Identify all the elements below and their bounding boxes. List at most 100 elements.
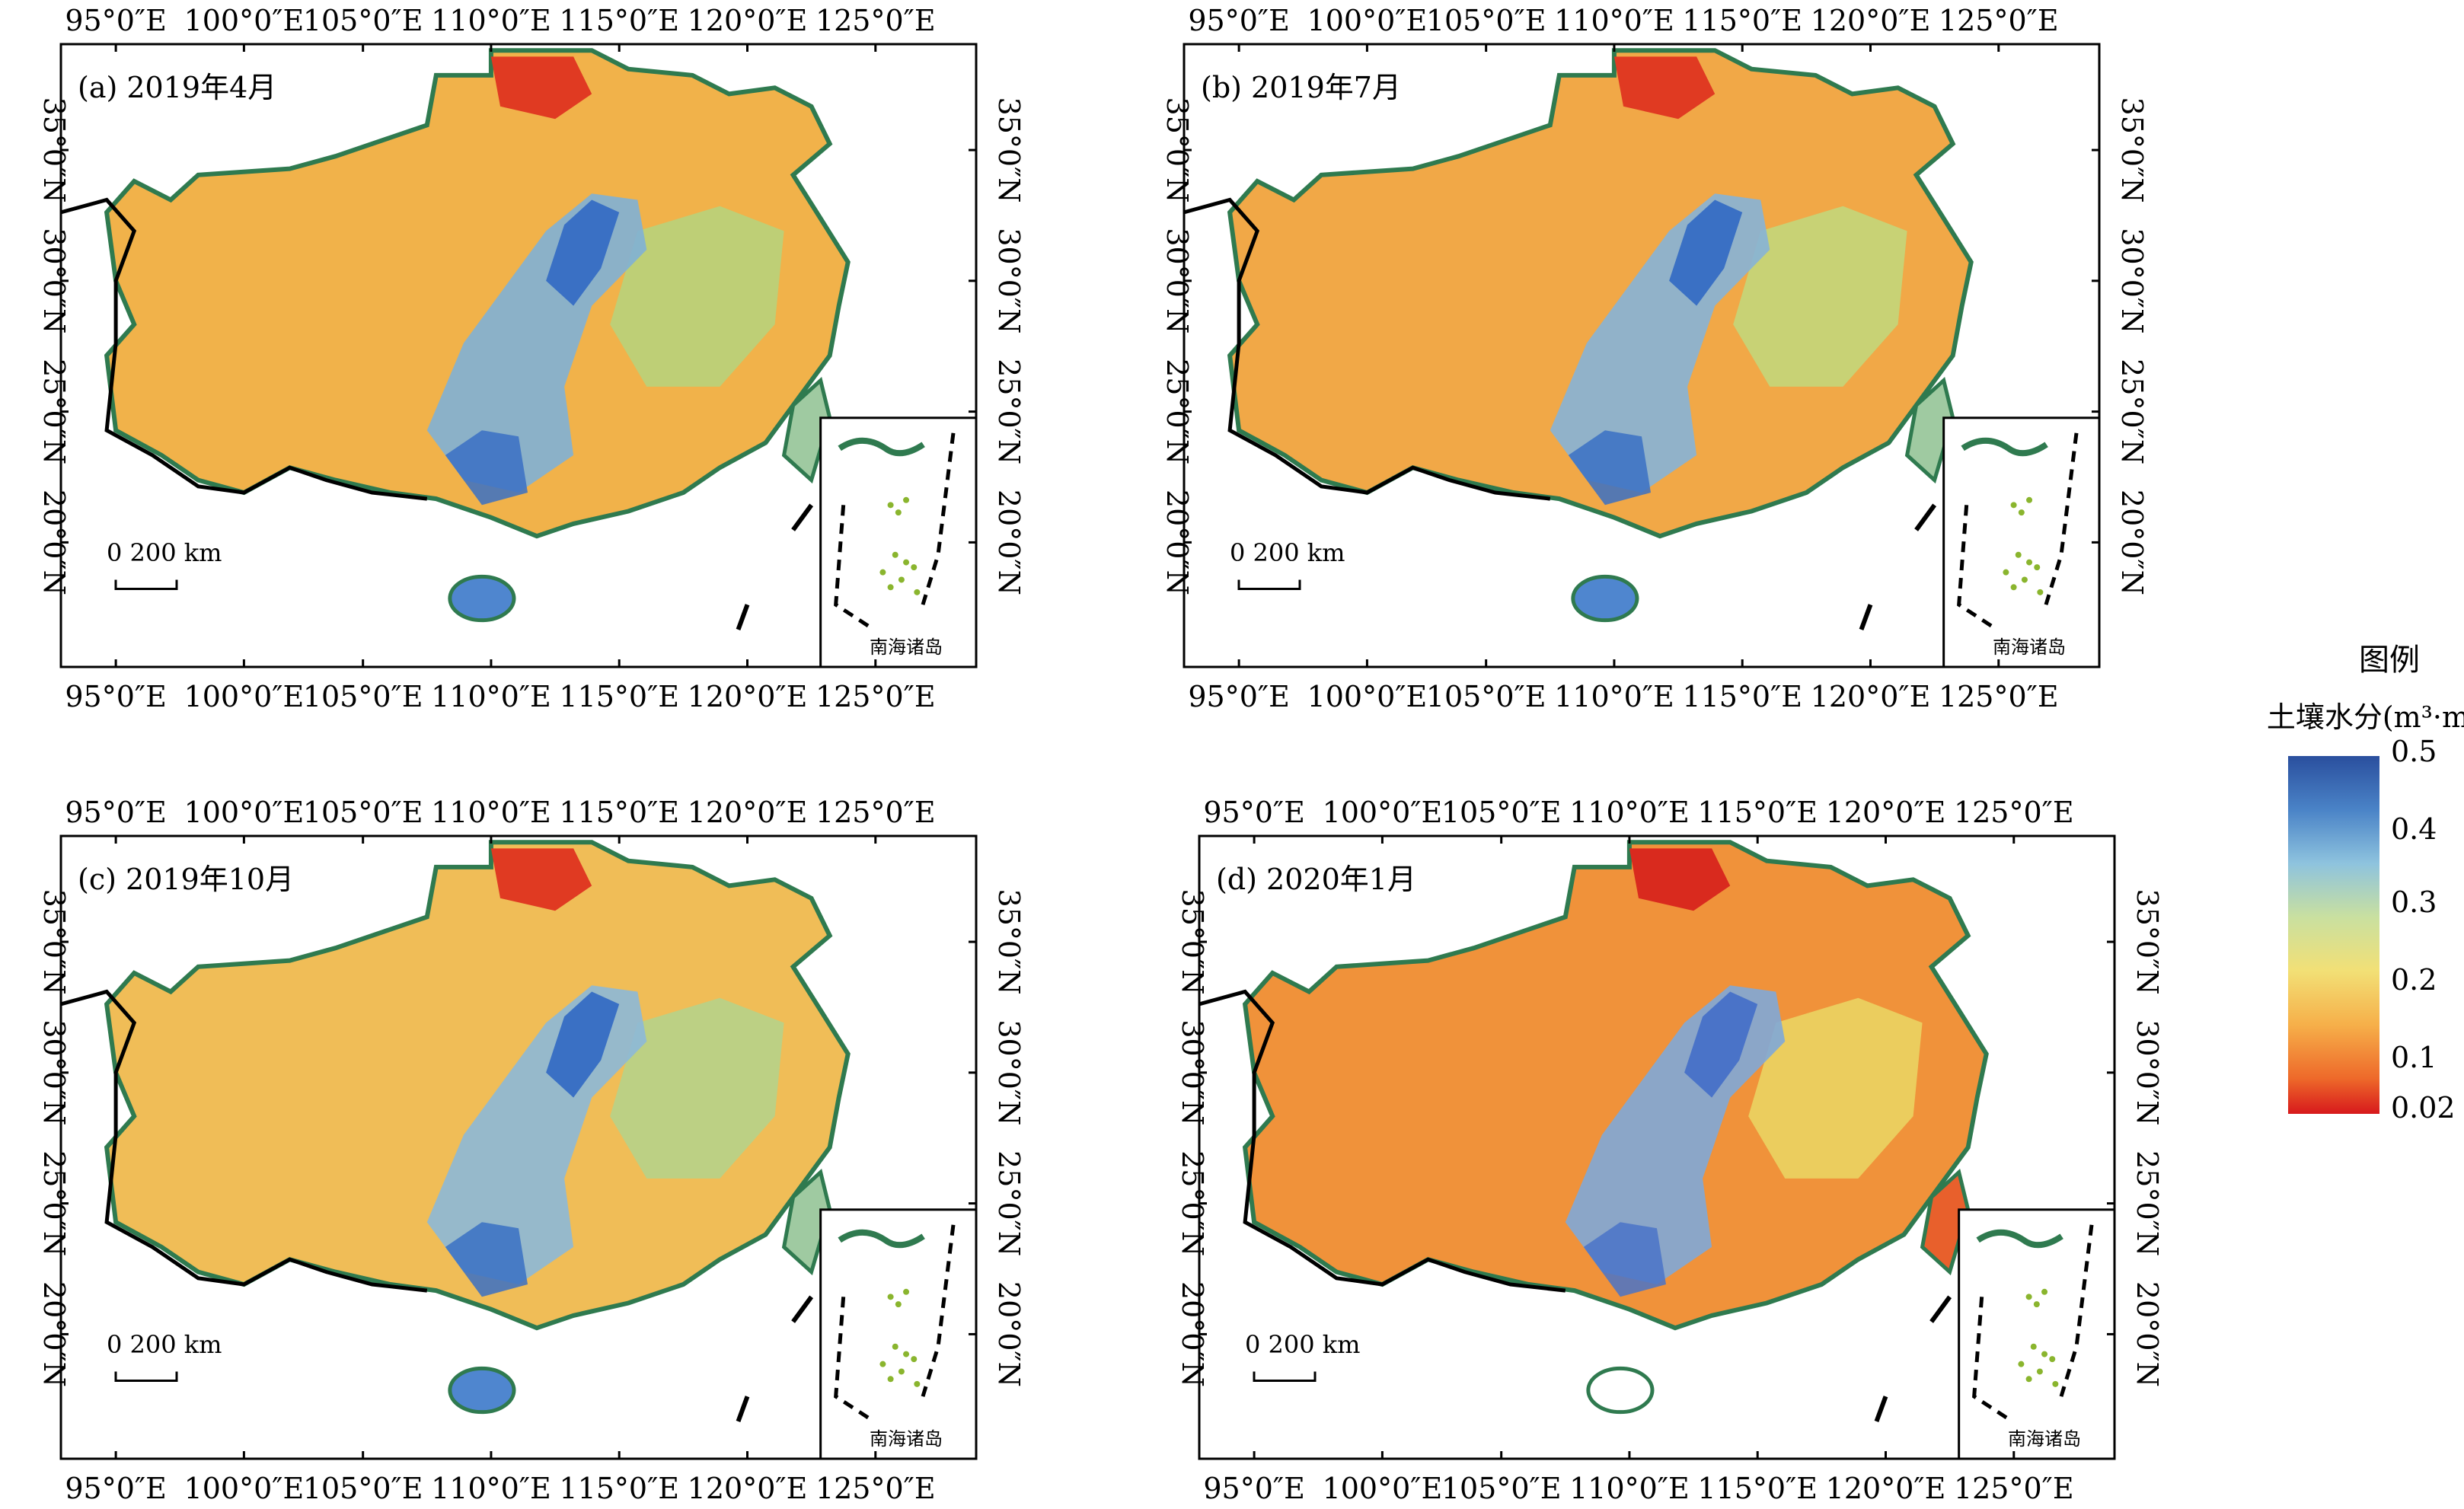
inset-island-dot	[2037, 589, 2044, 595]
scale-bar	[114, 1371, 178, 1382]
lon-label-bottom: 100°0″E	[184, 1472, 305, 1505]
moderate-moisture-region	[610, 997, 784, 1179]
inset-label: 南海诸岛	[870, 1428, 943, 1450]
lon-label-top: 120°0″E	[1811, 4, 1931, 37]
inset-island-dot	[887, 1376, 894, 1383]
inset-island-dot	[895, 1301, 902, 1308]
lon-label-top: 95°0″E	[65, 796, 166, 829]
mainland-soil-moisture	[1227, 48, 1974, 539]
boundary-dash	[736, 604, 750, 630]
inset-label: 南海诸岛	[870, 636, 943, 658]
lat-label-right: 25°0″N	[2130, 1150, 2164, 1256]
lon-label-bottom: 105°0″E	[303, 680, 423, 713]
lon-label-top: 125°0″E	[815, 4, 936, 37]
lon-label-bottom: 115°0″E	[559, 1472, 679, 1505]
inset-island-dot	[2041, 1288, 2048, 1295]
lon-label-top: 100°0″E	[1323, 796, 1443, 829]
inset-coastline	[1961, 437, 2048, 457]
lat-label-right: 30°0″N	[2130, 1019, 2164, 1125]
lat-label-right: 30°0″N	[992, 1019, 1026, 1125]
scale-bar-label: 0 200 km	[1245, 1330, 1361, 1359]
lon-label-bottom: 125°0″E	[1954, 1472, 2074, 1505]
inset-island-dot	[898, 1368, 905, 1375]
boundary-dash	[1914, 503, 1937, 531]
lon-label-bottom: 95°0″E	[1188, 680, 1289, 713]
legend-tick-label: 0.02	[2391, 1091, 2456, 1125]
lon-label-top: 125°0″E	[1954, 796, 2074, 829]
inset-island-dot	[887, 584, 894, 591]
map-panel-a: 南海诸岛 (a) 2019年4月 0 200 km 95°0″E 95°0″E 100°0…	[37, 4, 1026, 713]
inset-island-dot	[2010, 502, 2017, 509]
panel-title: (c) 2019年10月	[78, 863, 294, 896]
boundary-dash	[1929, 1295, 1952, 1323]
wet-south-region	[1568, 430, 1651, 506]
nine-dash-line	[1957, 432, 2079, 632]
wet-south-region	[445, 430, 528, 506]
south-china-sea-inset: 南海诸岛	[1958, 1208, 2116, 1460]
map-panel-c: 南海诸岛 (c) 2019年10月 0 200 km 95°0″E 95°0″E 100°…	[37, 796, 1026, 1505]
inset-island-dot	[879, 569, 886, 576]
dry-hotspot-region	[490, 848, 592, 911]
national-border	[1183, 197, 1551, 501]
scale-bar	[1237, 579, 1301, 590]
inset-island-dot	[911, 564, 918, 571]
boundary-dash	[1874, 1396, 1888, 1422]
very-wet-region	[1669, 199, 1743, 306]
inset-island-dot	[2052, 1380, 2059, 1387]
lon-label-top: 105°0″E	[1426, 4, 1546, 37]
lon-label-bottom: 115°0″E	[1682, 680, 1802, 713]
lon-label-bottom: 120°0″E	[1826, 1472, 1946, 1505]
panel-title: (d) 2020年1月	[1216, 863, 1416, 896]
scale-bar-label: 0 200 km	[107, 1330, 222, 1359]
inset-coastline	[1976, 1229, 2063, 1249]
lon-label-top: 115°0″E	[559, 796, 679, 829]
hainan-island	[448, 574, 516, 623]
inset-coastline	[838, 1229, 925, 1249]
inset-island-dot	[2018, 509, 2025, 516]
hainan-island	[1586, 1366, 1655, 1415]
boundary-dash	[736, 1396, 750, 1422]
lon-label-bottom: 100°0″E	[184, 680, 305, 713]
lat-label-right: 25°0″N	[2115, 359, 2149, 464]
inset-island-dot	[2021, 576, 2028, 583]
inset-island-dot	[2025, 1376, 2032, 1383]
hainan-island	[1571, 574, 1639, 623]
mainland-soil-moisture	[104, 840, 851, 1331]
inset-label: 南海诸岛	[1993, 636, 2066, 658]
lon-label-bottom: 115°0″E	[1697, 1472, 1818, 1505]
lon-label-bottom: 110°0″E	[431, 1472, 551, 1505]
legend-ticks: 0.5 0.4 0.3 0.2 0.1 0.02	[2391, 735, 2456, 1125]
national-border	[1198, 989, 1566, 1293]
lon-label-bottom: 115°0″E	[559, 680, 679, 713]
inset-island-dot	[887, 502, 894, 509]
inset-island-dot	[2003, 569, 2009, 576]
lat-label-right: 30°0″N	[992, 228, 1026, 333]
inset-island-dot	[898, 576, 905, 583]
legend-tick-label: 0.5	[2391, 735, 2437, 768]
inset-island-dot	[911, 1356, 918, 1363]
very-wet-region	[1684, 991, 1758, 1098]
inset-island-dot	[903, 1351, 910, 1357]
legend-tick-label: 0.2	[2391, 963, 2437, 997]
lon-label-bottom: 105°0″E	[303, 1472, 423, 1505]
lat-label-right: 20°0″N	[2115, 490, 2149, 595]
lon-label-top: 125°0″E	[815, 796, 936, 829]
lon-label-top: 110°0″E	[431, 4, 551, 37]
lon-label-bottom: 120°0″E	[1811, 680, 1931, 713]
lon-label-top: 100°0″E	[184, 796, 305, 829]
inset-coastline	[838, 437, 925, 457]
lon-label-top: 110°0″E	[1554, 4, 1674, 37]
panel-title: (a) 2019年4月	[78, 71, 276, 104]
lat-label-right: 35°0″N	[2130, 889, 2164, 995]
mainland-soil-moisture	[1242, 840, 1989, 1331]
boundary-dash	[1859, 604, 1873, 630]
lat-label-right: 30°0″N	[2115, 228, 2149, 333]
lon-label-bottom: 100°0″E	[1323, 1472, 1443, 1505]
inset-island-dot	[892, 1343, 898, 1350]
boundary-dash	[791, 503, 814, 531]
legend: 图例 土壤水分(m³·m⁻³) 0.5 0.4 0.3 0.2 0.1 0.02	[2267, 643, 2464, 1125]
inset-island-dot	[2041, 1351, 2048, 1357]
lat-label-right: 20°0″N	[2130, 1281, 2164, 1387]
lat-label-right: 35°0″N	[2115, 97, 2149, 203]
lon-label-bottom: 100°0″E	[1307, 680, 1428, 713]
